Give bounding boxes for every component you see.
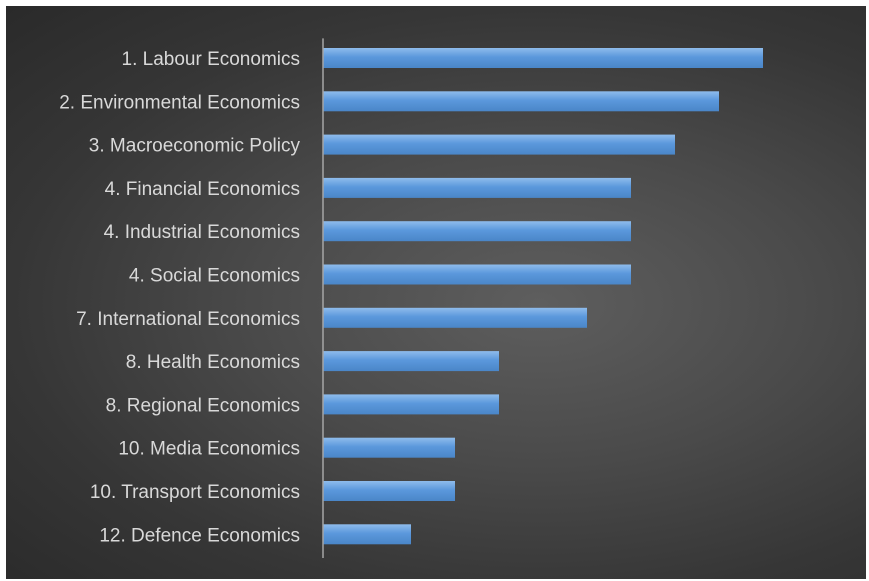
category-labels: 1. Labour Economics 2. Environmental Econ… [59, 49, 300, 546]
bars-group [323, 48, 763, 545]
category-label: 4. Social Economics [129, 266, 300, 287]
category-label: 4. Industrial Economics [104, 222, 300, 243]
chart-area: 1. Labour Economics 2. Environmental Econ… [6, 6, 866, 579]
category-label: 10. Transport Economics [90, 482, 300, 503]
category-label: 10. Media Economics [118, 439, 300, 460]
bar-10 [323, 437, 455, 458]
bar-9 [323, 394, 499, 415]
category-label: 3. Macroeconomic Policy [89, 136, 301, 157]
bar-6 [323, 264, 631, 285]
bar-2 [323, 91, 719, 112]
category-label: 1. Labour Economics [122, 49, 301, 70]
category-label: 8. Regional Economics [106, 395, 300, 416]
category-label: 2. Environmental Economics [59, 92, 300, 113]
bar-12 [323, 524, 411, 545]
bar-1 [323, 48, 763, 68]
bar-chart: 1. Labour Economics 2. Environmental Econ… [59, 38, 763, 558]
category-label: 4. Financial Economics [105, 179, 300, 200]
bar-11 [323, 481, 455, 501]
bar-5 [323, 221, 631, 242]
category-label: 8. Health Economics [126, 352, 300, 373]
bar-7 [323, 307, 587, 328]
category-label: 7. International Economics [76, 309, 300, 330]
bar-3 [323, 134, 675, 155]
bar-8 [323, 351, 499, 372]
category-label: 12. Defence Economics [99, 525, 300, 546]
bar-4 [323, 177, 631, 198]
